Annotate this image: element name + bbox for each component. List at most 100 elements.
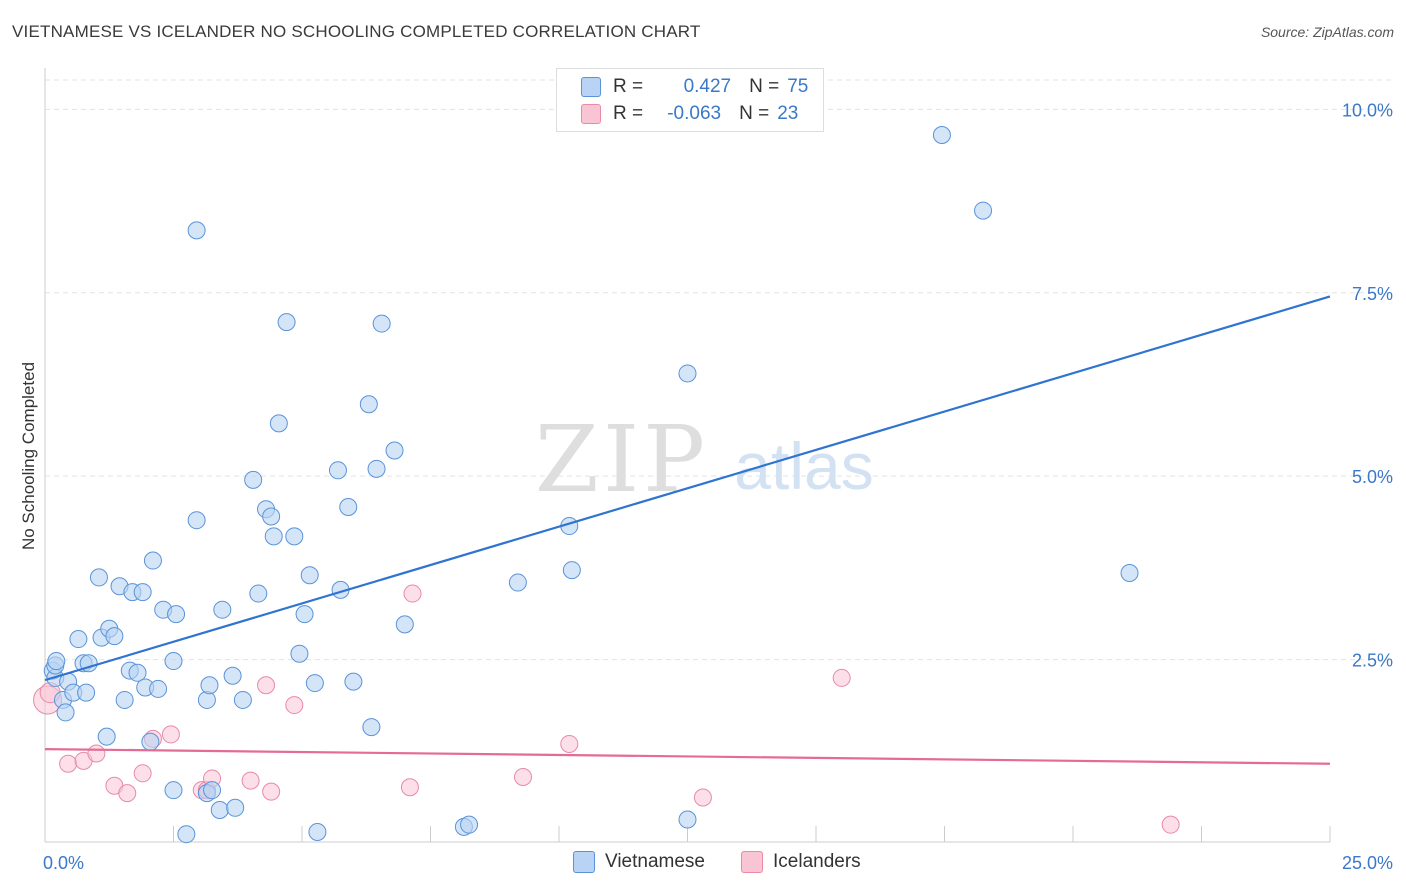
vietnamese-point [932, 126, 951, 145]
icelanders-point [560, 734, 579, 753]
vietnamese-point [233, 690, 252, 709]
vietnamese-point [177, 825, 196, 844]
icelanders-point [400, 778, 419, 797]
vietnamese-point [187, 511, 206, 530]
vietnamese-point [460, 815, 479, 834]
trend-lines [44, 295, 1331, 765]
legend-n-label: N = [749, 76, 780, 97]
icelanders-point [693, 788, 712, 807]
vietnamese-point [97, 727, 116, 746]
tick-labels: 2.5% 5.0% 7.5% 10.0% 0.0% 25.0% [43, 100, 1393, 873]
vietnamese-point [210, 800, 229, 819]
vietnamese-point [678, 810, 697, 829]
vietnamese-point [149, 679, 168, 698]
icelanders-point [118, 784, 137, 803]
vietnamese-point [69, 630, 88, 649]
vietnamese-point [339, 497, 358, 516]
icelanders-point [133, 764, 152, 783]
vietnamese-point [143, 551, 162, 570]
icelanders-trend-line [44, 747, 1331, 765]
legend-r-label: R = [613, 76, 644, 97]
legend-row-vietnamese: R = 0.427 N = 75 [581, 74, 808, 100]
icelanders-point [257, 676, 276, 695]
y-tick-label: 7.5% [1352, 284, 1393, 304]
vietnamese-point [128, 663, 147, 682]
legend-swatch-pink [581, 104, 601, 124]
vietnamese-point [362, 718, 381, 737]
vietnamese-point [269, 414, 288, 433]
vietnamese-point [164, 652, 183, 671]
legend-row-icelanders: R = -0.063 N = 23 [581, 101, 798, 127]
vietnamese-point [678, 364, 697, 383]
vietnamese-point [372, 314, 391, 333]
vietnamese-point [213, 600, 232, 619]
vietnamese-point [1120, 564, 1139, 583]
source-credit: Source: ZipAtlas.com [1260, 24, 1394, 40]
legend-n-label: N = [739, 103, 770, 124]
icelanders-point [514, 767, 533, 786]
vietnamese-point [395, 615, 414, 634]
vietnamese-point [164, 781, 183, 800]
vietnamese-point [262, 507, 281, 526]
icelanders-point [161, 725, 180, 744]
bottom-legend-icelanders: Icelanders [741, 851, 861, 873]
vietnamese-point [200, 676, 219, 695]
vietnamese-point [56, 703, 75, 722]
vietnamese-point [244, 470, 263, 489]
vietnamese-point [203, 781, 222, 800]
legend-r-label: R = [613, 103, 644, 124]
icelanders-point [87, 744, 106, 763]
bottom-legend-swatch-blue [573, 851, 595, 873]
y-tick-label: 5.0% [1352, 467, 1393, 487]
y-axis-label: No Schooling Completed [19, 362, 38, 550]
vietnamese-point [974, 201, 993, 220]
y-tick-label: 10.0% [1342, 100, 1393, 120]
icelanders-point [1161, 815, 1180, 834]
icelanders-point [832, 668, 851, 687]
bottom-legend-swatch-pink [741, 851, 763, 873]
vietnamese-point [105, 627, 124, 646]
x-tick-label: 0.0% [43, 853, 84, 873]
vietnamese-point [77, 683, 96, 702]
chart-title: VIETNAMESE VS ICELANDER NO SCHOOLING COM… [12, 22, 701, 41]
vietnamese-point [249, 584, 268, 603]
grid-layer [45, 79, 1392, 661]
vietnamese-point [508, 573, 527, 592]
watermark: ZIP atlas [535, 406, 874, 513]
x-tick-label: 25.0% [1342, 853, 1393, 873]
vietnamese-point [47, 652, 66, 671]
icelanders-point [241, 771, 260, 790]
icelanders-point [59, 754, 78, 773]
vietnamese-point [344, 672, 363, 691]
icelanders-point [262, 782, 281, 801]
vietnamese-point [359, 395, 378, 414]
watermark-atlas: atlas [734, 429, 873, 503]
vietnamese-point [141, 732, 160, 751]
vietnamese-point [295, 605, 314, 624]
legend-n-value: 23 [777, 103, 799, 124]
vietnamese-point [562, 561, 581, 580]
y-tick-label: 2.5% [1352, 651, 1393, 671]
icelanders-point [403, 584, 422, 603]
vietnamese-point [367, 459, 386, 478]
vietnamese-point [115, 690, 134, 709]
vietnamese-point [223, 666, 242, 685]
vietnamese-point [277, 313, 296, 332]
stats-legend: R = 0.427 N = 75 R = -0.063 N = 23 [556, 68, 824, 132]
vietnamese-point [197, 690, 216, 709]
vietnamese-point [290, 644, 309, 663]
vietnamese-point [305, 674, 324, 693]
vietnamese-point [328, 461, 347, 480]
bottom-legend-label-vietnamese: Vietnamese [605, 851, 705, 872]
vietnamese-point [226, 798, 245, 817]
bottom-legend-label-icelanders: Icelanders [773, 851, 861, 872]
vietnamese-point [133, 583, 152, 602]
icelanders-point [285, 696, 304, 715]
legend-r-value: 0.427 [683, 76, 732, 97]
vietnamese-point [187, 221, 206, 240]
vietnamese-point [385, 441, 404, 460]
vietnamese-point [300, 566, 319, 585]
bottom-legend-vietnamese: Vietnamese [573, 851, 705, 873]
legend-swatch-blue [581, 77, 601, 97]
